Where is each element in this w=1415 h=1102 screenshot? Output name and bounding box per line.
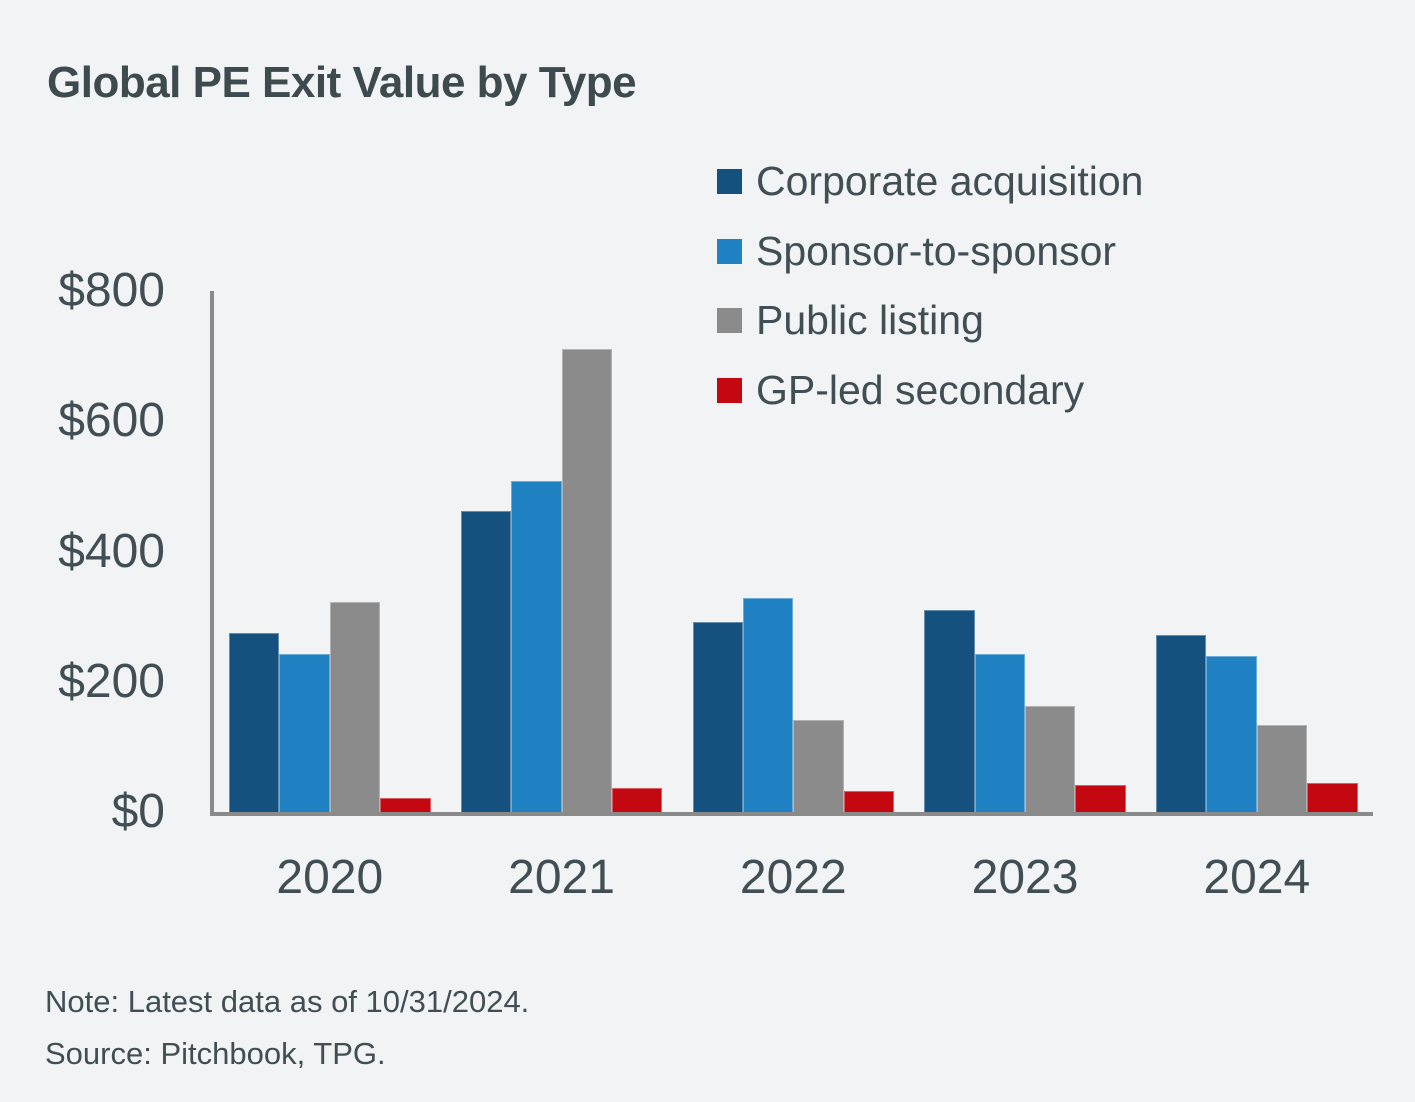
legend-item-corporate-acquisition: Corporate acquisition: [717, 147, 1143, 217]
legend-label: Public listing: [756, 297, 984, 344]
bar-2022-corporate-acquisition: [692, 622, 743, 812]
legend-swatch-corporate-acquisition: [717, 169, 742, 195]
legend-item-public-listing: Public listing: [717, 286, 1143, 356]
x-label-2023: 2023: [971, 851, 1079, 904]
y-tick-200: $200: [58, 654, 165, 708]
bar-2023-gp-led-secondary: [1075, 784, 1126, 812]
legend: Corporate acquisition Sponsor-to-sponsor…: [717, 147, 1143, 425]
legend-swatch-sponsor-to-sponsor: [717, 238, 742, 264]
legend-item-sponsor-to-sponsor: Sponsor-to-sponsor: [717, 217, 1143, 287]
y-tick-600: $600: [58, 394, 165, 448]
y-axis-line: [210, 291, 214, 816]
bar-2023-sponsor-to-sponsor: [974, 653, 1026, 812]
bar-2020-public-listing: [329, 601, 381, 812]
bar-2024-corporate-acquisition: [1156, 634, 1207, 812]
bar-2024-gp-led-secondary: [1307, 783, 1358, 812]
x-axis-line: [210, 812, 1373, 816]
source-text: Source: Pitchbook, TPG.: [45, 1036, 386, 1071]
bar-2024-public-listing: [1256, 725, 1308, 812]
legend-item-gp-led-secondary: GP-led secondary: [717, 356, 1143, 426]
note-text: Note: Latest data as of 10/31/2024.: [45, 984, 530, 1019]
footnote: Note: Latest data as of 10/31/2024. Sour…: [45, 976, 529, 1080]
legend-label: Corporate acquisition: [756, 158, 1144, 205]
y-tick-800: $800: [58, 264, 165, 317]
chart-title: Global PE Exit Value by Type: [47, 58, 637, 107]
legend-swatch-gp-led-secondary: [717, 377, 742, 403]
bar-2022-gp-led-secondary: [843, 791, 895, 812]
x-label-2020: 2020: [276, 851, 384, 904]
bar-2022-public-listing: [793, 719, 844, 812]
legend-label: GP-led secondary: [756, 366, 1085, 413]
bar-2022-sponsor-to-sponsor: [742, 598, 794, 812]
bar-2021-public-listing: [561, 348, 612, 812]
bar-2021-corporate-acquisition: [460, 511, 512, 812]
bar-2020-sponsor-to-sponsor: [279, 653, 330, 812]
x-label-2024: 2024: [1203, 851, 1311, 904]
x-label-2021: 2021: [508, 851, 615, 904]
x-label-2022: 2022: [739, 851, 847, 904]
bar-2023-public-listing: [1025, 705, 1076, 812]
legend-label: Sponsor-to-sponsor: [756, 227, 1117, 274]
legend-swatch-public-listing: [717, 308, 742, 334]
y-tick-400: $400: [58, 524, 165, 578]
bar-2020-gp-led-secondary: [380, 798, 431, 812]
bar-2024-sponsor-to-sponsor: [1206, 656, 1257, 812]
bar-2023-corporate-acquisition: [924, 610, 975, 812]
y-tick-0: $0: [111, 785, 165, 838]
bar-2020-corporate-acquisition: [229, 632, 280, 812]
bar-2021-sponsor-to-sponsor: [511, 481, 562, 812]
bar-2021-gp-led-secondary: [611, 787, 663, 812]
